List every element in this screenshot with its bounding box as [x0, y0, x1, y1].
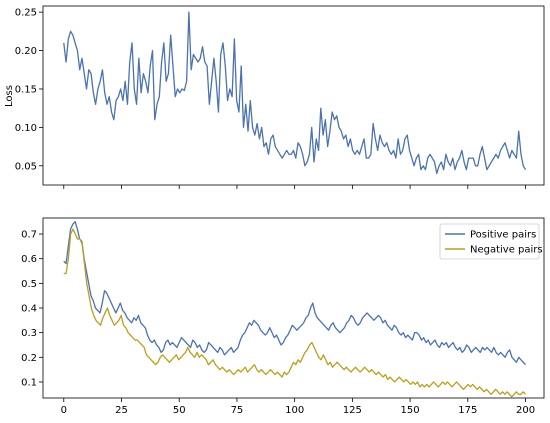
bottom-x-tick-label: 175 [458, 405, 477, 416]
bottom-series-line-0 [63, 221, 527, 366]
bottom-x-tick-label: 75 [231, 405, 244, 416]
bottom-y-tick-label: 0.6 [21, 254, 37, 265]
top-y-axis: 0.05 0.10 0.15 0.20 0.25 [15, 8, 43, 172]
top-chart: 0.05 0.10 0.15 0.20 0.25 Loss [4, 5, 545, 189]
top-y-tick-label: 0.15 [15, 84, 37, 95]
bottom-y-axis: 0.1 0.2 0.3 0.4 0.5 0.6 0.7 [21, 230, 43, 388]
legend: Positive pairs Negative pairs [439, 223, 543, 260]
top-y-axis-label: Loss [4, 85, 15, 107]
bottom-x-axis: 0 25 50 75 100 125 150 175 200 [61, 398, 535, 416]
bottom-y-tick-label: 0.7 [21, 230, 37, 241]
bottom-y-tick-label: 0.5 [21, 279, 37, 290]
bottom-x-tick-label: 0 [61, 405, 67, 416]
top-y-tick-label: 0.10 [15, 123, 37, 134]
top-series-group [63, 11, 527, 175]
top-y-tick-label: 0.05 [15, 161, 37, 172]
top-x-axis [63, 185, 526, 189]
legend-box [439, 223, 540, 260]
bottom-x-tick-label: 50 [173, 405, 186, 416]
bottom-x-tick-label: 100 [285, 405, 304, 416]
top-plot-frame [42, 5, 545, 186]
bottom-y-tick-label: 0.3 [21, 328, 37, 339]
bottom-x-tick-label: 25 [115, 405, 128, 416]
legend-label-negative: Negative pairs [470, 245, 543, 256]
bottom-series-line-1 [63, 228, 527, 398]
bottom-series-group [63, 221, 527, 398]
bottom-y-tick-label: 0.4 [21, 304, 37, 315]
legend-label-positive: Positive pairs [470, 230, 536, 241]
top-y-tick-label: 0.20 [15, 46, 37, 57]
bottom-y-tick-label: 0.1 [21, 377, 37, 388]
bottom-x-tick-label: 150 [401, 405, 420, 416]
top-series-line-0 [63, 11, 527, 175]
bottom-x-tick-label: 125 [343, 405, 362, 416]
bottom-y-tick-label: 0.2 [21, 353, 37, 364]
top-y-tick-label: 0.25 [15, 8, 37, 19]
bottom-plot-frame [42, 217, 545, 399]
bottom-x-tick-label: 200 [516, 405, 535, 416]
bottom-chart: 0.1 0.2 0.3 0.4 0.5 0.6 0.7 0 25 50 75 100 125 150 17… [21, 217, 545, 416]
